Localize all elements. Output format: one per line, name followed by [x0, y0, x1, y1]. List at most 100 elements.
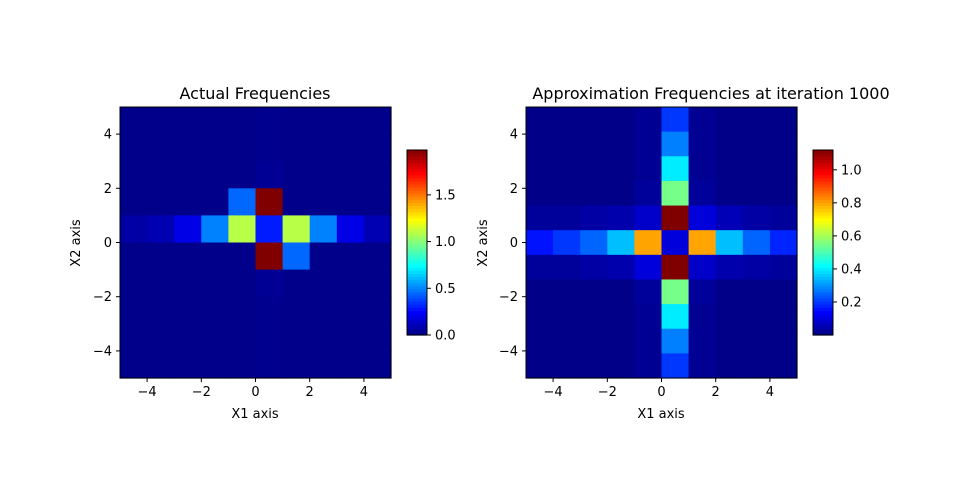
colorbar-segment — [813, 282, 833, 287]
heatmap-cell — [634, 230, 663, 256]
heatmap-cell — [147, 215, 175, 244]
heatmap-cell — [120, 215, 148, 244]
colorbar-tick-label: 0.6 — [841, 229, 862, 244]
heatmap-cell — [309, 215, 338, 244]
heatmap-cell — [553, 353, 581, 379]
x-tick-label: −4 — [544, 385, 563, 400]
colorbar-segment — [407, 202, 427, 207]
heatmap-cell — [688, 254, 717, 281]
heatmap-cell — [309, 323, 338, 352]
y-tick-label: 4 — [104, 128, 112, 143]
colorbar-segment — [407, 220, 427, 225]
heatmap-cell — [201, 161, 229, 189]
colorbar-segment — [407, 150, 427, 154]
heatmap-cell — [553, 131, 581, 157]
heatmap-cell — [255, 188, 284, 216]
colorbar-segment — [407, 180, 427, 185]
colorbar-segment — [813, 230, 833, 234]
colorbar-segment — [407, 153, 427, 157]
heatmap-cell — [661, 131, 690, 157]
colorbar-segment — [407, 276, 427, 281]
heatmap-cell — [688, 304, 717, 330]
colorbar-segment — [407, 316, 427, 321]
heatmap-cell — [526, 279, 554, 305]
colorbar-segment — [407, 168, 427, 173]
heatmap-cell — [526, 180, 554, 207]
heatmap-cells — [526, 107, 798, 379]
x-axis-label: X1 axis — [231, 407, 279, 422]
heatmap-cell — [363, 161, 392, 189]
x-axis-ticks: −4 −2 0 2 4 — [544, 378, 774, 400]
heatmap-cell — [634, 156, 663, 182]
y-axis-ticks: −4 −2 0 2 4 — [499, 128, 526, 359]
y-axis-ticks: −4 −2 0 2 4 — [93, 128, 120, 359]
colorbar-segment — [407, 273, 427, 278]
heatmap-cell — [255, 269, 284, 298]
heatmap-cell — [553, 328, 581, 354]
heatmap-cell — [580, 180, 608, 207]
colorbar-segment — [813, 294, 833, 299]
heatmap-cell — [661, 107, 690, 133]
heatmap-cell — [228, 107, 257, 135]
x-tick-label: 2 — [306, 385, 314, 400]
colorbar-segment — [813, 285, 833, 290]
colorbar-segment — [813, 301, 833, 305]
y-tick-label: 0 — [510, 236, 518, 251]
colorbar-segment — [813, 177, 833, 182]
heatmap-cell — [336, 242, 365, 271]
heatmap-cell — [309, 269, 338, 298]
heatmap-cell — [336, 323, 365, 352]
heatmap-cell — [363, 296, 392, 325]
colorbar-segment — [813, 159, 833, 163]
colorbar-segment — [407, 328, 427, 333]
heatmap-cell — [336, 188, 365, 216]
colorbar-segment — [407, 264, 427, 268]
heatmap-cell — [201, 215, 229, 244]
heatmap-cell — [715, 230, 744, 256]
colorbar-segment — [407, 174, 427, 179]
heatmap-cell — [634, 131, 663, 157]
colorbar-segment — [813, 187, 833, 191]
heatmap-cell — [120, 161, 148, 189]
heatmap-cell — [769, 328, 798, 354]
heatmap-cell — [607, 131, 635, 157]
colorbar-tick-label: 0.0 — [435, 329, 456, 344]
colorbar-segment — [813, 180, 833, 185]
colorbar-segment — [813, 328, 833, 333]
heatmap-cell — [201, 350, 229, 379]
heatmap-cell — [580, 328, 608, 354]
heatmap-cell — [580, 230, 608, 256]
colorbar-tick-label: 0.5 — [435, 282, 456, 297]
colorbar-segment — [407, 304, 427, 308]
heatmap-cell — [147, 269, 175, 298]
heatmap-cell — [607, 180, 635, 207]
heatmap-cell — [661, 205, 690, 231]
colorbar-segment — [407, 214, 427, 219]
heatmap-cell — [282, 269, 311, 298]
heatmap-cell — [634, 205, 663, 231]
heatmap-cell — [742, 254, 771, 281]
colorbar-segment — [407, 310, 427, 315]
colorbar-segment — [813, 183, 833, 188]
heatmap-cell — [769, 254, 798, 281]
colorbar-segment — [813, 325, 833, 330]
heatmap-cell — [742, 131, 771, 157]
heatmap-cell — [147, 134, 175, 162]
heatmap-cell — [715, 156, 744, 182]
colorbar-segment — [407, 236, 427, 241]
heatmap-cell — [607, 230, 635, 256]
colorbar-segment — [813, 211, 833, 216]
heatmap-cell — [228, 242, 257, 271]
colorbar-frame — [406, 149, 428, 336]
heatmap-cell — [769, 304, 798, 330]
heatmap-cell — [120, 269, 148, 298]
x-tick-label: 0 — [251, 385, 259, 400]
heatmap-cell — [174, 188, 202, 216]
heatmap-cell — [607, 107, 635, 133]
colorbar-segment — [813, 291, 833, 296]
heatmap-cell — [553, 205, 581, 231]
colorbar-segment — [407, 205, 427, 210]
heatmap-cell — [309, 296, 338, 325]
heatmap-cell — [607, 328, 635, 354]
